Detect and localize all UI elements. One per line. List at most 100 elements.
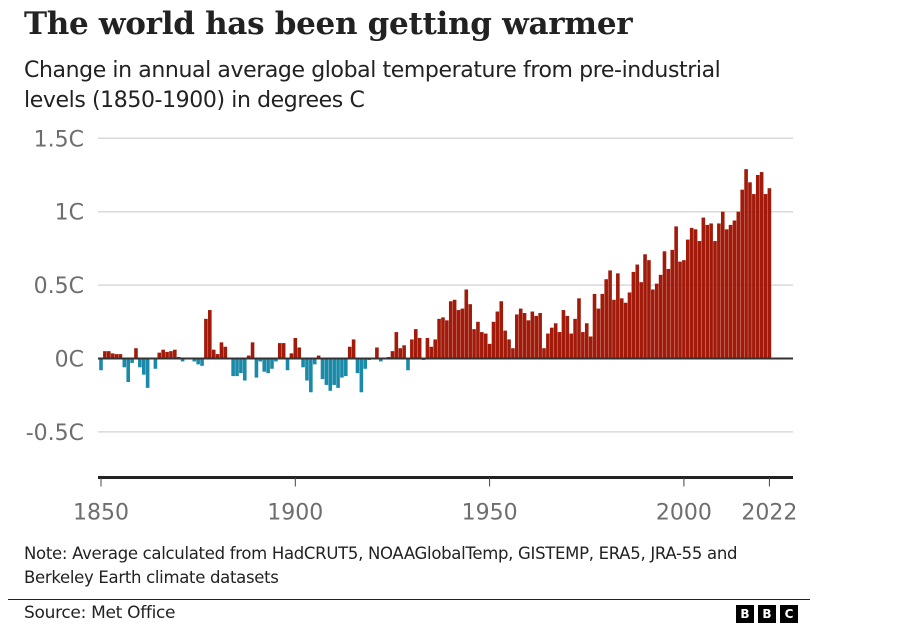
bar xyxy=(460,308,465,359)
bar xyxy=(724,229,729,359)
bar xyxy=(351,339,356,359)
bar xyxy=(600,293,605,359)
bar xyxy=(588,336,593,359)
x-tick-label: 1950 xyxy=(462,501,518,526)
bar xyxy=(262,358,267,372)
bar xyxy=(596,308,601,359)
bar xyxy=(208,310,212,359)
bar xyxy=(666,268,671,359)
bar xyxy=(215,354,220,359)
bar xyxy=(720,211,725,359)
bar xyxy=(231,358,235,377)
bar xyxy=(674,226,678,359)
bar xyxy=(767,188,772,359)
bar xyxy=(394,332,399,359)
bar xyxy=(402,345,406,359)
bar xyxy=(138,358,142,368)
y-tick-label: -0.5C xyxy=(26,421,84,446)
bar xyxy=(324,358,329,385)
bar xyxy=(378,358,383,362)
chart-title: The world has been getting warmer xyxy=(24,6,633,42)
bar xyxy=(425,337,430,359)
bar xyxy=(200,358,204,366)
bar xyxy=(526,320,531,359)
bar xyxy=(619,298,624,359)
bar xyxy=(507,339,511,359)
bar xyxy=(503,330,507,359)
bar xyxy=(285,358,290,371)
bar xyxy=(736,211,741,359)
bar xyxy=(538,312,542,359)
y-tick-label: 0.5C xyxy=(34,274,84,299)
bar xyxy=(476,321,480,359)
bar xyxy=(204,318,208,359)
bar xyxy=(441,317,445,359)
bar xyxy=(429,346,434,359)
bar xyxy=(518,308,523,359)
bar xyxy=(145,358,150,388)
bbc-logo-letter: B xyxy=(758,605,776,623)
bar xyxy=(759,172,764,359)
bar xyxy=(549,327,554,359)
bar xyxy=(219,342,224,359)
bar xyxy=(398,348,403,359)
bar xyxy=(689,227,694,359)
source-credit: Source: Met Office xyxy=(24,603,176,623)
bar xyxy=(106,351,111,359)
bar xyxy=(709,223,713,359)
bar xyxy=(134,348,138,359)
bar xyxy=(316,355,321,359)
bar xyxy=(658,274,663,359)
bar xyxy=(592,293,597,359)
bar xyxy=(472,329,476,359)
y-axis-labels: 1.5C 1C 0.5C 0C -0.5C xyxy=(26,127,84,446)
bar xyxy=(685,239,690,359)
x-tick-label: 2022 xyxy=(741,501,797,526)
bar xyxy=(270,358,274,369)
bar xyxy=(239,358,243,374)
bar xyxy=(748,182,752,359)
bar xyxy=(266,358,270,374)
bar xyxy=(752,194,756,359)
bar xyxy=(464,289,469,359)
bar xyxy=(623,302,628,359)
bar xyxy=(499,301,504,359)
bar xyxy=(390,351,395,359)
bar xyxy=(417,337,422,359)
bar xyxy=(153,358,158,369)
chart-subtitle: Change in annual average global temperat… xyxy=(24,58,721,113)
bar xyxy=(246,355,251,359)
bar xyxy=(141,358,146,375)
bar xyxy=(161,349,165,359)
bar xyxy=(662,251,667,359)
bar xyxy=(452,299,457,359)
bar xyxy=(697,241,702,359)
bar xyxy=(511,348,515,359)
bar xyxy=(565,315,570,359)
bar xyxy=(410,339,414,359)
bar xyxy=(281,343,286,359)
bar xyxy=(110,353,115,359)
bar xyxy=(763,194,768,359)
bar xyxy=(293,337,298,359)
bar xyxy=(495,311,500,359)
bar xyxy=(122,358,127,368)
bar xyxy=(320,358,325,380)
x-tick-label: 1850 xyxy=(73,501,129,526)
bar xyxy=(359,358,364,393)
bar xyxy=(717,223,721,359)
y-tick-label: 1C xyxy=(55,201,84,226)
x-tick-label: 2000 xyxy=(656,501,712,526)
bar xyxy=(639,282,643,359)
bar xyxy=(732,220,737,359)
bar xyxy=(445,320,449,359)
bar xyxy=(433,339,437,359)
bar xyxy=(180,358,185,362)
bar xyxy=(301,358,305,368)
bar xyxy=(654,283,659,359)
bbc-logo: B B C xyxy=(736,605,798,623)
bar xyxy=(577,298,581,359)
x-axis: 1850 1900 1950 2000 2022 xyxy=(73,476,797,526)
bar xyxy=(522,312,527,359)
bar xyxy=(126,358,131,382)
